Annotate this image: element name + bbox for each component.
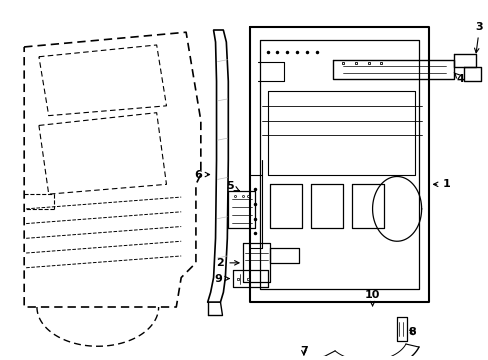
Text: 2: 2: [216, 258, 239, 268]
Text: 9: 9: [214, 274, 229, 284]
Text: 7: 7: [299, 346, 307, 356]
Text: 5: 5: [226, 181, 239, 191]
Text: 8: 8: [407, 327, 415, 337]
Text: 4: 4: [453, 73, 464, 84]
Text: 6: 6: [194, 170, 209, 180]
Text: 1: 1: [433, 179, 449, 189]
Text: 3: 3: [473, 22, 482, 53]
Text: 10: 10: [364, 290, 380, 306]
